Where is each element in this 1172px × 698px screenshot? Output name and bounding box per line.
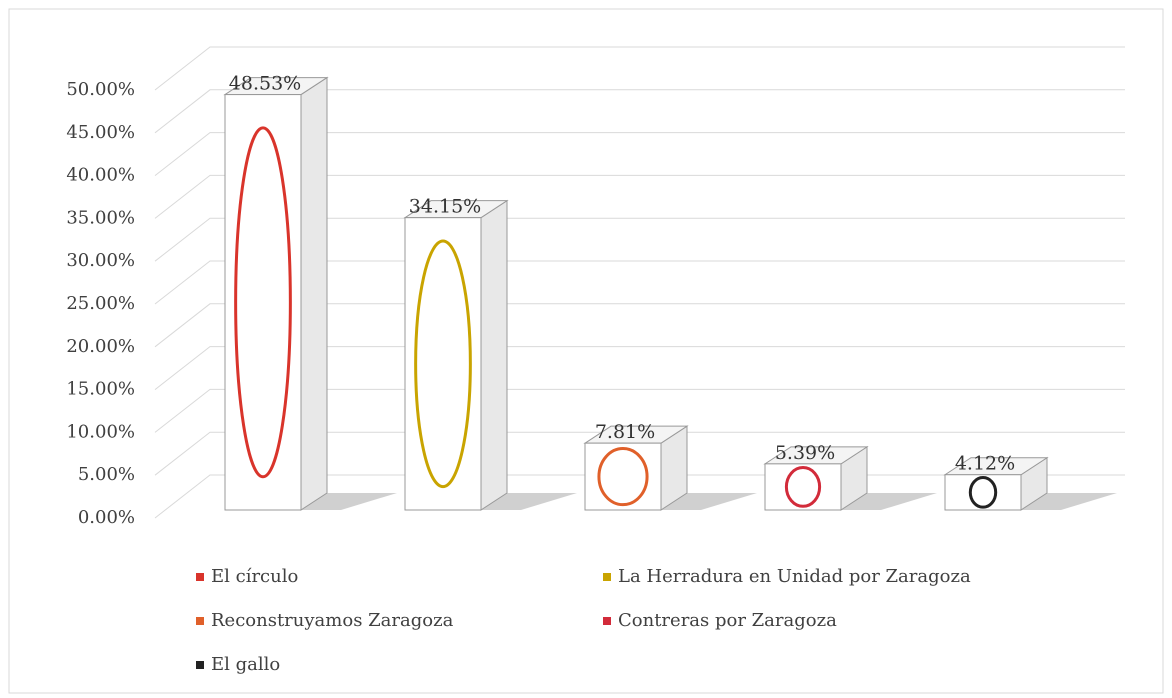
grid-line [154,217,1125,262]
y-tick-label: 25.00% [66,293,135,314]
y-tick-label: 10.00% [66,421,135,442]
grid-line [154,303,1125,348]
bar-side [480,199,508,511]
legend-label: Reconstruyamos Zaragoza [211,610,454,631]
legend-label: Contreras por Zaragoza [618,610,837,631]
grid-line [154,132,1125,176]
legend-marker [196,617,204,625]
bar-shadow [481,493,577,510]
bar-shadow [661,493,757,510]
grid-line [154,431,1125,476]
y-tick-label: 30.00% [66,250,135,271]
legend-marker [196,573,204,581]
y-tick-label: 0.00% [78,507,135,528]
grid-line [154,388,1125,433]
grid-line [154,46,1125,91]
legend-label: La Herradura en Unidad por Zaragoza [618,566,971,587]
bar [764,463,842,511]
legend-marker [603,573,611,581]
bar-side [300,76,328,511]
bar-emblem [597,446,649,507]
value-label: 34.15% [409,196,481,218]
y-tick-label: 20.00% [66,336,135,357]
bar-emblem [968,476,998,509]
bar-emblem [784,466,822,508]
y-tick-label: 40.00% [66,165,135,186]
legend-marker [603,617,611,625]
legend-marker [196,661,204,669]
bar-shadow [1021,493,1117,510]
bar-emblem [234,126,292,479]
grid-line [154,89,1125,134]
bar-emblem [414,239,472,489]
legend-label: El círculo [211,566,298,587]
y-tick-label: 45.00% [66,122,135,143]
legend-label: El gallo [211,654,280,675]
y-tick-label: 5.00% [78,464,135,485]
value-label: 5.39% [775,442,835,464]
bar-shadow [301,493,397,510]
value-label: 48.53% [229,73,301,95]
grid-line [154,346,1125,390]
y-tick-label: 15.00% [66,379,135,400]
bar [944,474,1022,511]
value-label: 7.81% [595,421,655,443]
bar [404,217,482,511]
bar-shadow [841,493,937,510]
y-tick-label: 50.00% [66,79,135,100]
grid-line [154,174,1125,219]
bar [224,94,302,511]
value-label: 4.12% [955,453,1015,475]
grid-line [154,260,1125,305]
y-tick-label: 35.00% [66,207,135,228]
bar [584,442,662,511]
